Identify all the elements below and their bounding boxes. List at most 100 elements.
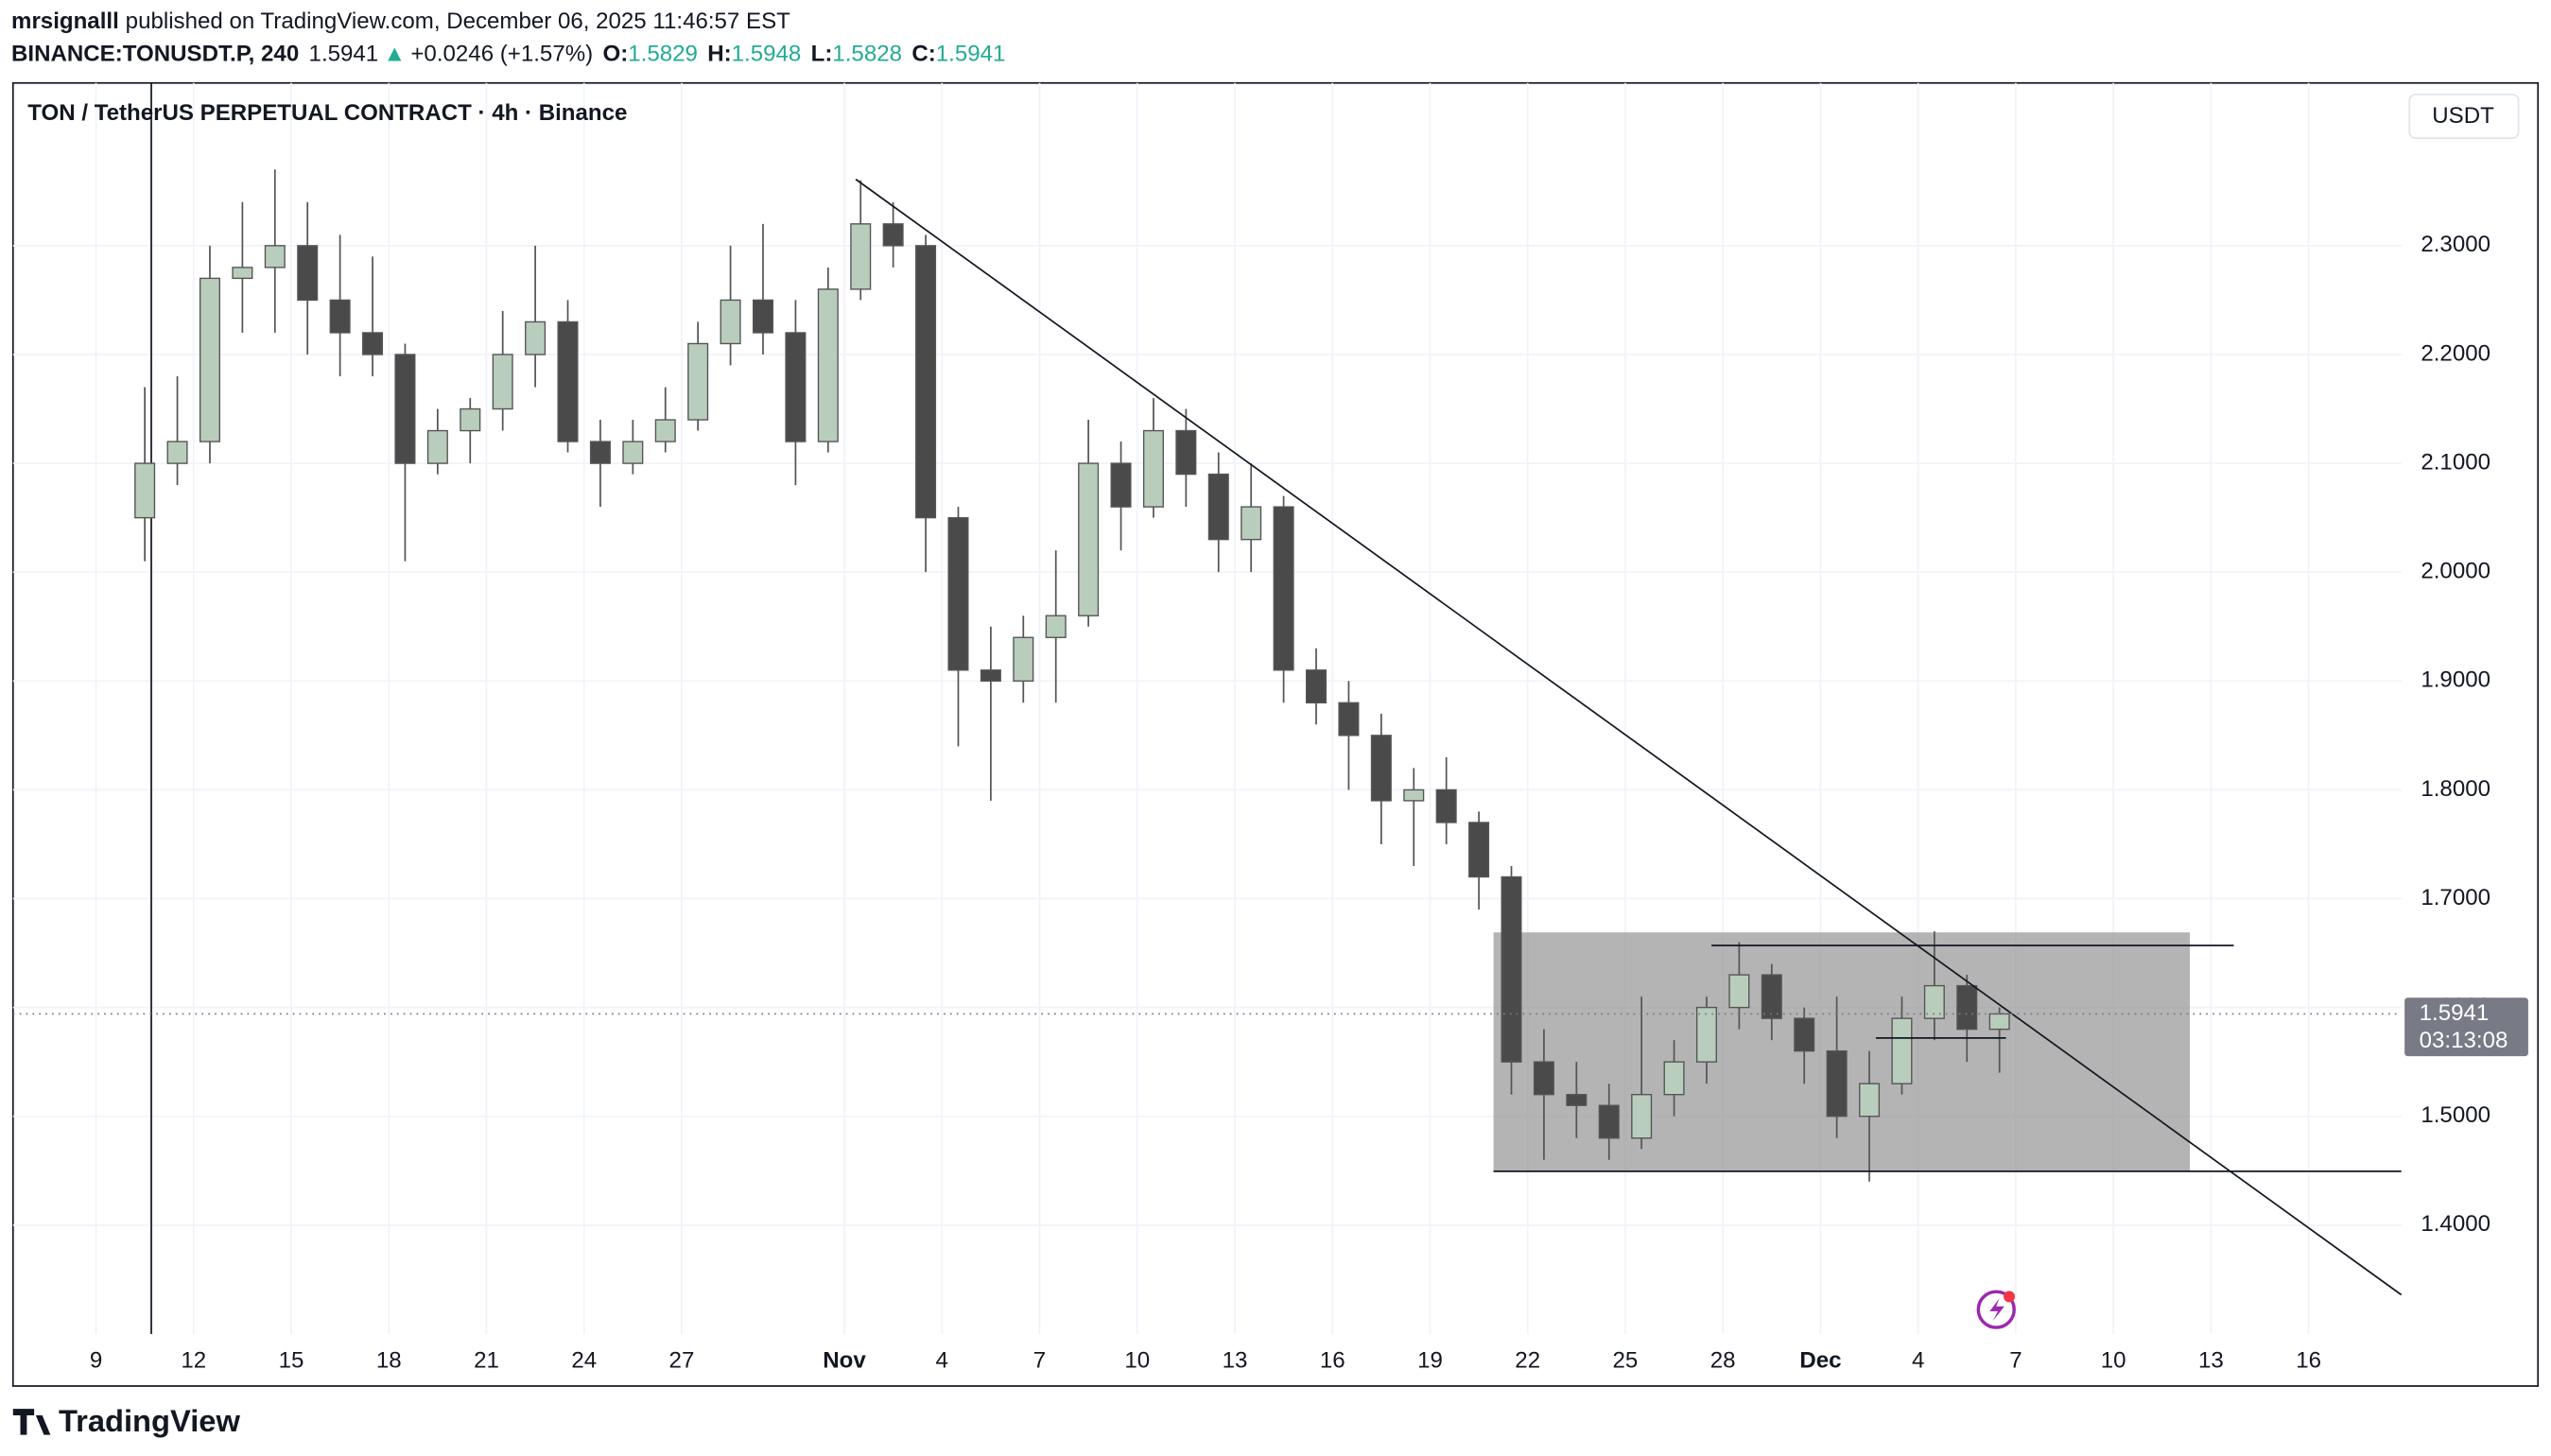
price: 1.5941: [309, 42, 379, 67]
c-value: 1.5941: [936, 42, 1006, 67]
alert-bolt: [1989, 1298, 2004, 1322]
candle-body: [1468, 822, 1490, 878]
candle-body: [1306, 669, 1328, 703]
candle-body: [752, 299, 774, 334]
candle-body: [785, 332, 807, 442]
h-value: 1.5948: [732, 42, 802, 67]
y-tick-label: 1.9000: [2421, 667, 2490, 693]
chart-title: TON / TetherUS PERPETUAL CONTRACT · 4h ·…: [27, 100, 627, 126]
candle-body: [394, 354, 416, 464]
candle-body: [1175, 429, 1197, 476]
candle-body: [1695, 1006, 1717, 1063]
candle-body: [882, 223, 904, 247]
x-tick-label: 9: [90, 1348, 102, 1374]
x-tick-label: 22: [1515, 1348, 1540, 1374]
candle-body: [1794, 1017, 1815, 1052]
last-price-tag: [2404, 997, 2528, 1057]
header-line-1: mrsignalll published on TradingView.com, …: [11, 9, 790, 34]
candle-body: [134, 462, 156, 519]
published: published on TradingView.com, December 0…: [126, 9, 790, 34]
brand-logo: [12, 1409, 51, 1435]
o-label: O:: [602, 42, 628, 67]
candle-body: [525, 321, 547, 355]
x-tick-label: 24: [571, 1348, 597, 1374]
candle-body: [166, 441, 188, 464]
candle-body: [1631, 1094, 1653, 1139]
alert-icon[interactable]: [1976, 1290, 2016, 1329]
y-tick-label: 1.4000: [2421, 1211, 2490, 1237]
x-tick-label: 19: [1417, 1348, 1443, 1374]
candle-body: [1013, 636, 1034, 682]
x-tick-label: 15: [279, 1348, 304, 1374]
candle-body: [1891, 1017, 1913, 1084]
y-tick-label: 2.2000: [2421, 340, 2490, 366]
h-label: H:: [707, 42, 731, 67]
candle-body: [1761, 974, 1782, 1019]
x-tick-label: 18: [376, 1348, 402, 1374]
x-tick-label: Nov: [823, 1348, 866, 1374]
header-line-2: BINANCE:TONUSDT.P, 240 1.5941 ▲ +0.0246 (+1…: [11, 42, 1005, 67]
candle-body: [1142, 429, 1164, 508]
plot: 1.40001.50001.60001.70001.80001.90002.00…: [12, 82, 2528, 1374]
candle-body: [199, 277, 220, 442]
l-label: L:: [811, 42, 833, 67]
x-tick-label: 25: [1613, 1348, 1639, 1374]
x-tick-label: 4: [1912, 1348, 1924, 1374]
candle-body: [1403, 789, 1425, 802]
candle-body: [947, 516, 969, 671]
candle-body: [1501, 875, 1522, 1063]
x-tick-label: 7: [1033, 1348, 1046, 1374]
o-value: 1.5829: [628, 42, 698, 67]
x-tick-label: 28: [1710, 1348, 1736, 1374]
candle-body: [1207, 473, 1229, 541]
candle-body: [654, 419, 676, 442]
candle-body: [1045, 615, 1067, 638]
candle-body: [1728, 974, 1750, 1009]
candle-body: [232, 267, 253, 280]
candle-body: [426, 429, 448, 464]
candle-body: [1338, 702, 1360, 737]
candle-body: [980, 669, 1001, 682]
candle-body: [1078, 462, 1100, 616]
candle-body: [720, 299, 741, 345]
candle-body: [1533, 1061, 1554, 1096]
candle-body: [329, 299, 351, 334]
y-tick-label: 1.8000: [2421, 776, 2490, 802]
candle-body: [589, 441, 611, 464]
candle-body: [915, 245, 937, 519]
alert-ring: [1976, 1290, 2016, 1329]
candle-body: [817, 288, 839, 442]
x-tick-label: 21: [474, 1348, 499, 1374]
candle-body: [460, 407, 481, 432]
x-tick-label: Dec: [1799, 1348, 1841, 1374]
candle-body: [264, 245, 286, 269]
x-tick-label: 16: [1320, 1348, 1345, 1374]
candle-body: [1435, 789, 1457, 823]
x-tick-label: 13: [1223, 1348, 1248, 1374]
change: +0.0246 (+1.57%): [410, 42, 593, 67]
trendline: [855, 178, 2403, 1296]
currency-label: USDT: [2432, 103, 2494, 129]
x-tick-label: 12: [181, 1348, 206, 1374]
candle-body: [557, 321, 579, 442]
x-tick-label: 10: [1124, 1348, 1150, 1374]
candle-body: [622, 441, 644, 464]
x-tick-label: 10: [2101, 1348, 2126, 1374]
candle-body: [1598, 1104, 1620, 1139]
x-tick-label: 7: [2009, 1348, 2022, 1374]
c-label: C:: [911, 42, 935, 67]
candle-body: [1663, 1061, 1685, 1096]
y-tick-label: 2.3000: [2421, 232, 2490, 257]
candle-body: [362, 332, 384, 355]
symbol: BINANCE:TONUSDT.P, 240: [11, 42, 299, 67]
brand-name: TradingView: [59, 1403, 241, 1438]
y-tick-label: 2.1000: [2421, 449, 2490, 475]
candle-body: [1370, 735, 1392, 802]
candle-body: [1566, 1094, 1588, 1106]
currency-button[interactable]: [2408, 93, 2520, 140]
x-tick-label: 16: [2296, 1348, 2321, 1374]
x-tick-label: 27: [669, 1348, 695, 1374]
y-tick-label: 1.5000: [2421, 1102, 2490, 1128]
